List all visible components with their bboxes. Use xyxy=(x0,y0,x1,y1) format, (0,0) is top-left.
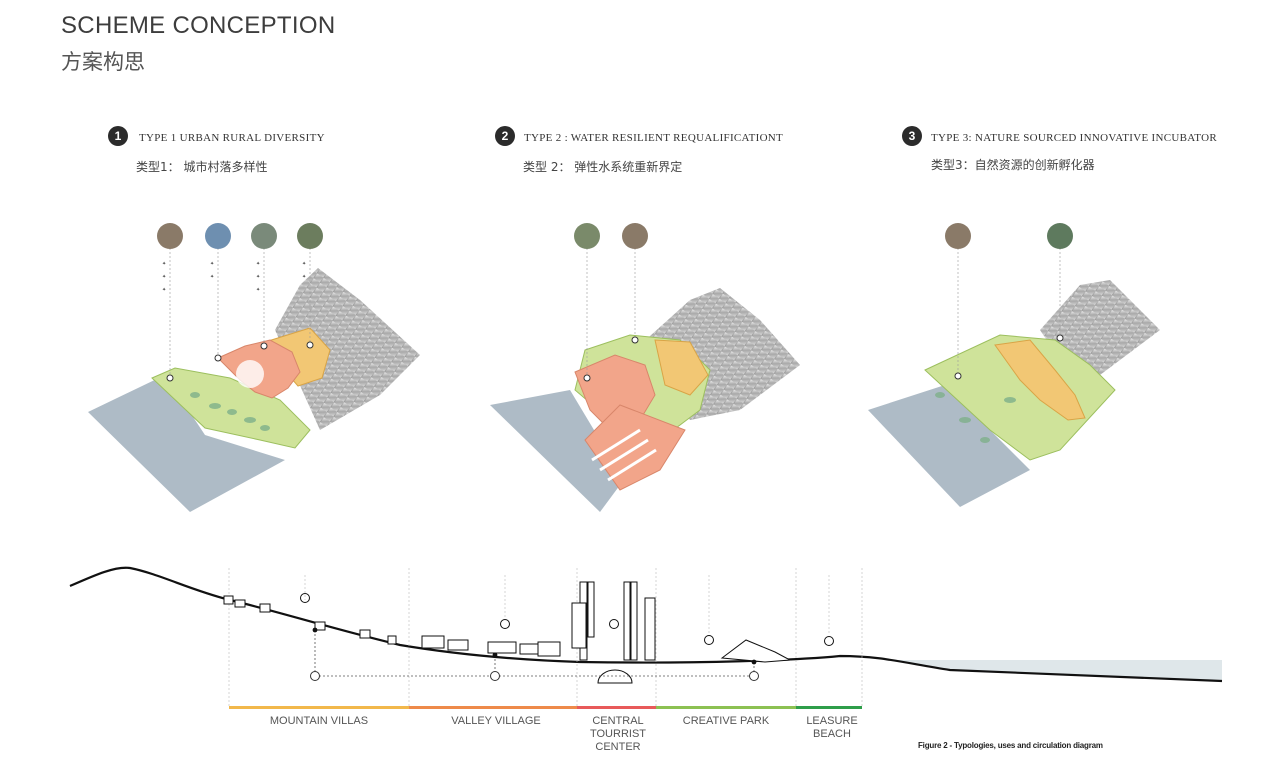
svg-text:✦: ✦ xyxy=(162,274,166,280)
zone-bar-central-tourist-center xyxy=(577,706,656,709)
zone-bar-mountain-villas xyxy=(229,706,409,709)
type-3-title-en: TYPE 3: NATURE SOURCED INNOVATIVE INCUBA… xyxy=(931,132,1217,144)
svg-text:✦: ✦ xyxy=(162,261,166,267)
svg-text:✦: ✦ xyxy=(302,274,306,280)
map-type-2 xyxy=(490,223,800,512)
type-2-number: 2 xyxy=(495,126,515,146)
orange-incubator xyxy=(994,339,1086,421)
page-title: SCHEME CONCEPTION xyxy=(61,12,336,39)
mountain-terrain xyxy=(275,268,420,430)
orange-area xyxy=(654,339,709,396)
svg-text:✦: ✦ xyxy=(210,274,214,280)
zone-label-valley-village: VALLEY VILLAGE xyxy=(451,715,541,727)
zone-bar-creative-park xyxy=(656,706,796,709)
page-subtitle: 方案构思 xyxy=(61,50,145,74)
type-1-title-cn: 类型1： 城市村落多样性 xyxy=(136,160,268,174)
green-area xyxy=(924,334,1116,461)
water-area xyxy=(868,385,1030,507)
zone-label-leasure-beach: LEASURE BEACH xyxy=(806,715,858,740)
location-photo-4 xyxy=(297,223,323,249)
svg-text:✦: ✦ xyxy=(210,261,214,267)
zone-bar-leasure-beach xyxy=(796,706,862,709)
svg-text:✦: ✦ xyxy=(256,287,260,293)
creative-park-pavilion xyxy=(720,639,792,663)
zone-bar-valley-village xyxy=(409,706,577,709)
svg-text:✦: ✦ xyxy=(256,261,260,267)
svg-text:✦: ✦ xyxy=(256,274,260,280)
type-1-title-en: TYPE 1 URBAN RURAL DIVERSITY xyxy=(139,132,325,144)
location-photo-3 xyxy=(251,223,277,249)
location-photo-2 xyxy=(622,223,648,249)
sea-water xyxy=(895,660,1222,680)
type-2-title-cn: 类型 2： 弹性水系统重新界定 xyxy=(523,160,683,174)
green-strip xyxy=(151,367,311,449)
type-1-number: 1 xyxy=(108,126,128,146)
zone-label-mountain-villas: MOUNTAIN VILLAS xyxy=(269,715,369,727)
zone-label-central-tourist-center: CENTRAL TOURRIST CENTER xyxy=(589,715,647,753)
location-photo-1 xyxy=(945,223,971,249)
svg-text:✦: ✦ xyxy=(162,287,166,293)
svg-text:✦: ✦ xyxy=(302,261,306,267)
type-3-title-cn: 类型3：自然资源的创新孵化器 xyxy=(931,158,1095,172)
water-area xyxy=(88,375,285,512)
figure-caption: Figure 2 - Typologies, uses and circulat… xyxy=(918,741,1103,750)
map-type-1: ✦ ✦ ✦ ✦ ✦ ✦ ✦ ✦ ✦ ✦ xyxy=(88,223,420,512)
location-photo-1 xyxy=(157,223,183,249)
water-area xyxy=(490,390,620,512)
terrain-profile xyxy=(69,566,1223,683)
location-photo-2 xyxy=(1047,223,1073,249)
type-3-number: 3 xyxy=(902,126,922,146)
map-type-3 xyxy=(868,223,1160,507)
location-photo-1 xyxy=(574,223,600,249)
zone-label-creative-park: CREATIVE PARK xyxy=(682,715,770,727)
type-2-title-en: TYPE 2 : WATER RESILIENT REQUALIFICATION… xyxy=(524,132,784,144)
location-photo-2 xyxy=(205,223,231,249)
site-section xyxy=(69,566,1223,709)
